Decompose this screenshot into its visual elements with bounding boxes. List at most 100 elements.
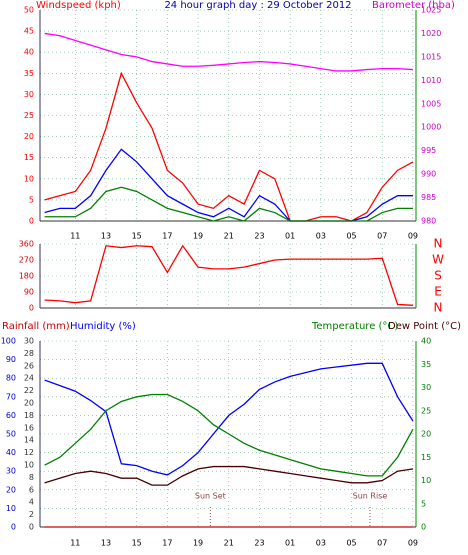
y3-tick-label: 35 bbox=[421, 360, 431, 369]
y2-tick-label: S bbox=[434, 269, 442, 283]
y2-tick-label: 24 bbox=[24, 374, 34, 383]
y-tick-label: 80 bbox=[6, 374, 16, 383]
y3-tick-label: 5 bbox=[421, 499, 426, 508]
x-tick-label: 09 bbox=[408, 539, 418, 548]
y-tick-label: 0 bbox=[11, 523, 16, 532]
x-tick-label: 15 bbox=[132, 232, 142, 241]
y2-tick-label: 18 bbox=[24, 411, 34, 420]
y3-tick-label: 20 bbox=[421, 430, 431, 439]
y-tick-label: 20 bbox=[24, 132, 34, 141]
y-tick-label: 50 bbox=[6, 430, 16, 439]
x-tick-label: 03 bbox=[316, 539, 326, 548]
annotation: Sun Rise bbox=[353, 492, 388, 501]
legend-entry: Temperature (°C) bbox=[311, 321, 398, 332]
y2-tick-label: 14 bbox=[24, 436, 34, 445]
y2-tick-label: 26 bbox=[24, 361, 34, 370]
y2-tick-label: E bbox=[434, 285, 442, 299]
x-tick-label: 11 bbox=[70, 539, 80, 548]
x-tick-label: 01 bbox=[285, 232, 295, 241]
y-tick-label: 30 bbox=[24, 90, 34, 99]
y2-tick-label: 1020 bbox=[421, 29, 441, 38]
x-tick-label: 07 bbox=[377, 232, 387, 241]
y2-tick-label: 2 bbox=[29, 510, 34, 519]
y2-tick-label: 1005 bbox=[421, 99, 441, 108]
series-line bbox=[44, 393, 414, 477]
y2-tick-label: 990 bbox=[421, 170, 436, 179]
y2-tick-label: N bbox=[434, 237, 443, 251]
x-tick-label: 09 bbox=[408, 232, 418, 241]
y-tick-label: 270 bbox=[19, 256, 34, 265]
y-tick-label: 45 bbox=[24, 27, 34, 36]
y2-tick-label: 1010 bbox=[421, 76, 441, 85]
x-tick-label: 23 bbox=[254, 539, 264, 548]
y-tick-label: 5 bbox=[29, 195, 34, 204]
y-tick-label: 90 bbox=[6, 355, 16, 364]
y3-tick-label: 40 bbox=[421, 337, 431, 346]
chart-title: 24 hour graph day : 29 October 2012 bbox=[164, 0, 351, 11]
x-tick-label: 23 bbox=[254, 232, 264, 241]
series-line bbox=[44, 186, 413, 222]
y3-tick-label: 15 bbox=[421, 453, 431, 462]
y-tick-label: 25 bbox=[24, 111, 34, 120]
y2-tick-label: 10 bbox=[24, 461, 34, 470]
y-tick-label: 90 bbox=[24, 288, 34, 297]
x-tick-label: 17 bbox=[162, 539, 172, 548]
y-tick-label: 360 bbox=[19, 240, 34, 249]
y-axis-label: Windspeed (kph) bbox=[36, 0, 121, 11]
y2-tick-label: 16 bbox=[24, 423, 34, 432]
y2-tick-label: 20 bbox=[24, 399, 34, 408]
y-tick-label: 35 bbox=[24, 69, 34, 78]
y-tick-label: 70 bbox=[6, 392, 16, 401]
y2-tick-label: 8 bbox=[29, 473, 34, 482]
y-tick-label: 10 bbox=[6, 504, 16, 513]
y-tick-label: 40 bbox=[24, 48, 34, 57]
y2-tick-label: N bbox=[434, 301, 443, 315]
y2-tick-label: 28 bbox=[24, 349, 34, 358]
x-tick-label: 07 bbox=[377, 539, 387, 548]
x-tick-label: 05 bbox=[346, 539, 356, 548]
series-line bbox=[44, 465, 414, 486]
x-tick-label: 21 bbox=[224, 539, 234, 548]
y2-tick-label: 22 bbox=[24, 386, 34, 395]
y3-tick-label: 25 bbox=[421, 406, 431, 415]
y-tick-label: 0 bbox=[29, 304, 34, 313]
y-tick-label: 100 bbox=[1, 337, 16, 346]
y2-tick-label: 995 bbox=[421, 146, 436, 155]
y3-tick-label: 0 bbox=[421, 523, 426, 532]
annotation: Sun Set bbox=[195, 492, 226, 501]
y-tick-label: 20 bbox=[6, 485, 16, 494]
x-tick-label: 19 bbox=[193, 539, 203, 548]
y-tick-label: 15 bbox=[24, 153, 34, 162]
legend-entry: Rainfall (mm) bbox=[2, 321, 70, 332]
x-tick-label: 05 bbox=[346, 232, 356, 241]
y2-tick-label: 6 bbox=[29, 485, 34, 494]
x-tick-label: 17 bbox=[162, 232, 172, 241]
y-tick-label: 0 bbox=[29, 217, 34, 226]
series-line bbox=[44, 244, 413, 306]
legend-entry: Humidity (%) bbox=[70, 321, 136, 332]
y2-tick-label: 1025 bbox=[421, 6, 441, 15]
y2-tick-label: 980 bbox=[421, 217, 436, 226]
y-tick-label: 30 bbox=[6, 467, 16, 476]
y2-tick-label: 30 bbox=[24, 337, 34, 346]
y3-tick-label: 10 bbox=[421, 476, 431, 485]
x-tick-label: 01 bbox=[285, 539, 295, 548]
x-tick-label: 03 bbox=[316, 232, 326, 241]
y-tick-label: 10 bbox=[24, 174, 34, 183]
y-tick-label: 50 bbox=[24, 6, 34, 15]
x-tick-label: 15 bbox=[132, 539, 142, 548]
y-tick-label: 180 bbox=[19, 272, 34, 281]
legend-entry: Dew Point (°C) bbox=[388, 321, 461, 332]
y-tick-label: 40 bbox=[6, 448, 16, 457]
y2-tick-label: 985 bbox=[421, 193, 436, 202]
y2-tick-label: 1015 bbox=[421, 52, 441, 61]
y3-tick-label: 30 bbox=[421, 383, 431, 392]
y2-tick-label: 12 bbox=[24, 448, 34, 457]
x-tick-label: 13 bbox=[101, 232, 111, 241]
y2-axis-label: Barometer (hba) bbox=[372, 0, 455, 11]
series-line bbox=[44, 32, 413, 72]
y-tick-label: 60 bbox=[6, 411, 16, 420]
y2-tick-label: W bbox=[432, 253, 444, 267]
y2-tick-label: 0 bbox=[29, 523, 34, 532]
